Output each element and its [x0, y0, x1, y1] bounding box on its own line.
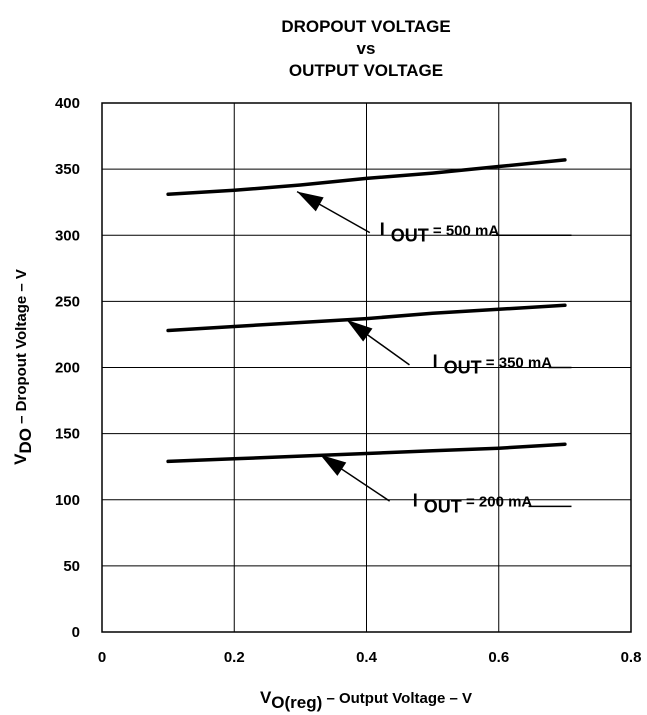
y-axis-label-rest: – Dropout Voltage – V: [13, 269, 30, 428]
x-tick-label: 0: [98, 649, 106, 666]
series-line-2: [166, 442, 567, 464]
series-line-0: [166, 158, 567, 197]
y-tick-label: 200: [55, 360, 80, 377]
annotation-prefix: I: [380, 219, 385, 239]
y-tick-label: 0: [72, 624, 80, 641]
annotation-prefix: I: [433, 352, 438, 372]
annotation-label: I OUT = 500 mA: [380, 219, 500, 245]
series-annotation-0: I OUT = 500 mA: [296, 190, 572, 245]
y-tick-label: 50: [63, 558, 80, 575]
annotation-label: I OUT = 350 mA: [433, 352, 553, 378]
y-tick-label: 250: [55, 293, 80, 310]
annotation-prefix: I: [413, 490, 418, 510]
y-tick-label: 100: [55, 492, 80, 509]
annotation-value: = 350 mA: [482, 355, 553, 372]
chart-title-line-1: DROPOUT VOLTAGE: [281, 17, 450, 36]
series-line-1: [166, 303, 567, 333]
x-axis-label-subscript: O(reg): [271, 693, 322, 712]
annotation-label: I OUT = 200 mA: [413, 490, 533, 516]
series-annotations: I OUT = 500 mA I OUT = 350 mA I OUT = 200 mA: [296, 190, 572, 516]
x-axis-label-main: V: [260, 688, 272, 707]
chart-title: DROPOUT VOLTAGE vs OUTPUT VOLTAGE: [281, 17, 450, 80]
annotation-arrowhead: [320, 454, 347, 476]
y-axis-label-main: V: [11, 453, 30, 465]
x-tick-label: 0.2: [224, 649, 245, 666]
x-axis-label: VO(reg) – Output Voltage – V: [260, 688, 472, 712]
plot-frame: [101, 102, 632, 633]
series-annotation-2: I OUT = 200 mA: [319, 454, 572, 516]
annotation-arrowhead: [297, 191, 324, 212]
chart-title-line-2: vs: [357, 39, 376, 58]
x-tick-label: 0.4: [356, 649, 378, 666]
annotation-subscript: OUT: [391, 225, 429, 245]
annotation-subscript: OUT: [444, 358, 482, 378]
tick-labels: 0 0.2 0.4 0.6 0.8 0 50 100 150 200 250 300 350 400: [55, 95, 641, 666]
y-tick-label: 350: [55, 161, 80, 178]
chart-title-line-3: OUTPUT VOLTAGE: [289, 61, 443, 80]
y-axis-label-subscript: DO: [16, 428, 35, 454]
x-tick-label: 0.6: [488, 649, 509, 666]
y-tick-label: 300: [55, 227, 80, 244]
y-axis-label: VDO – Dropout Voltage – V: [11, 269, 35, 465]
series-lines: [166, 158, 567, 464]
series-annotation-1: I OUT = 350 mA: [346, 319, 572, 378]
annotation-arrowhead: [346, 319, 373, 342]
annotation-value: = 500 mA: [429, 222, 500, 239]
x-tick-label: 0.8: [621, 649, 642, 666]
x-axis-label-rest: – Output Voltage – V: [322, 690, 472, 707]
annotation-subscript: OUT: [424, 496, 462, 516]
y-tick-label: 150: [55, 426, 80, 443]
y-tick-label: 400: [55, 95, 80, 112]
annotation-value: = 200 mA: [462, 493, 533, 510]
